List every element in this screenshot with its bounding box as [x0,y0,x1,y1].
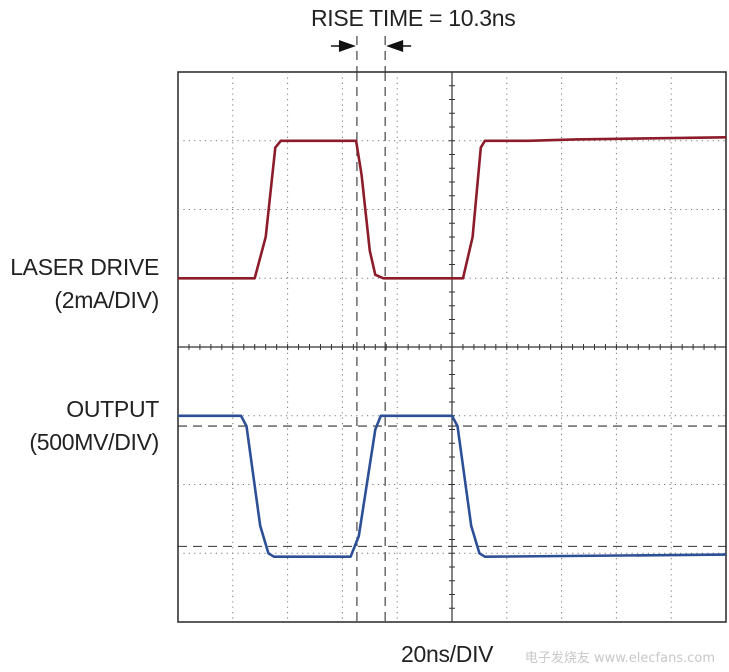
scale-value: 500MV/DIV [36,429,152,455]
chart-title: RISE TIME = 10.3ns [311,5,516,31]
rise-time-arrows [330,40,412,52]
cursor-lines [178,36,726,622]
traces [178,136,727,558]
watermark: 电子发烧友 www.elecfans.com [524,651,715,666]
x-axis-label: 20ns/DIV [401,641,494,667]
trace-output [178,414,727,558]
grid [177,71,727,623]
series-label-output: OUTPUT [66,396,159,422]
series-scale-laser-drive: (2mA/DIV) [54,287,159,313]
trace-laser-drive [178,136,727,280]
scale-value: 2mA/DIV [61,287,152,313]
arrow-right-head [386,40,404,52]
series-label-laser-drive: LASER DRIVE [10,254,159,280]
series-scale-output: (500MV/DIV) [29,429,159,455]
arrow-left-head [338,40,356,52]
